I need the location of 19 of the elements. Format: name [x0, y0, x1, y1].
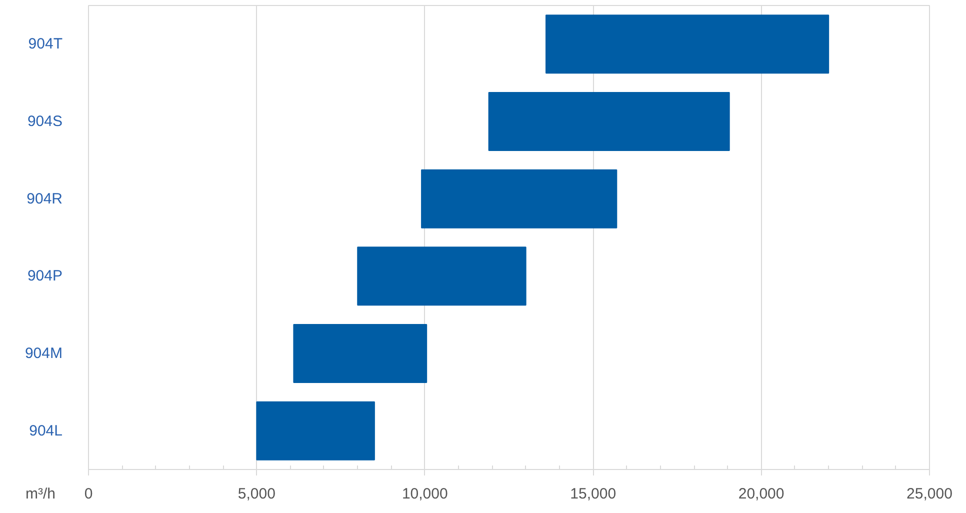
x-tick-label: 10,000: [402, 486, 448, 502]
bar: [546, 14, 830, 74]
x-tick-label: 15,000: [570, 486, 616, 502]
bar: [488, 92, 730, 151]
bar: [293, 324, 428, 383]
bar: [421, 169, 618, 228]
x-axis-title: m³/h: [26, 486, 56, 502]
bar: [256, 401, 375, 460]
y-tick-label: 904T: [28, 36, 63, 53]
x-tick-label: 0: [84, 486, 93, 502]
y-tick-label: 904R: [26, 190, 63, 208]
y-tick-label: 904L: [29, 422, 63, 440]
y-tick-label: 904P: [27, 268, 63, 285]
bar: [357, 246, 526, 306]
x-tick-label: 20,000: [738, 486, 784, 502]
x-tick-label: 5,000: [238, 486, 276, 502]
x-tick-label: 25,000: [906, 486, 952, 502]
y-tick-label: 904M: [24, 345, 63, 362]
y-tick-label: 904S: [27, 113, 63, 130]
